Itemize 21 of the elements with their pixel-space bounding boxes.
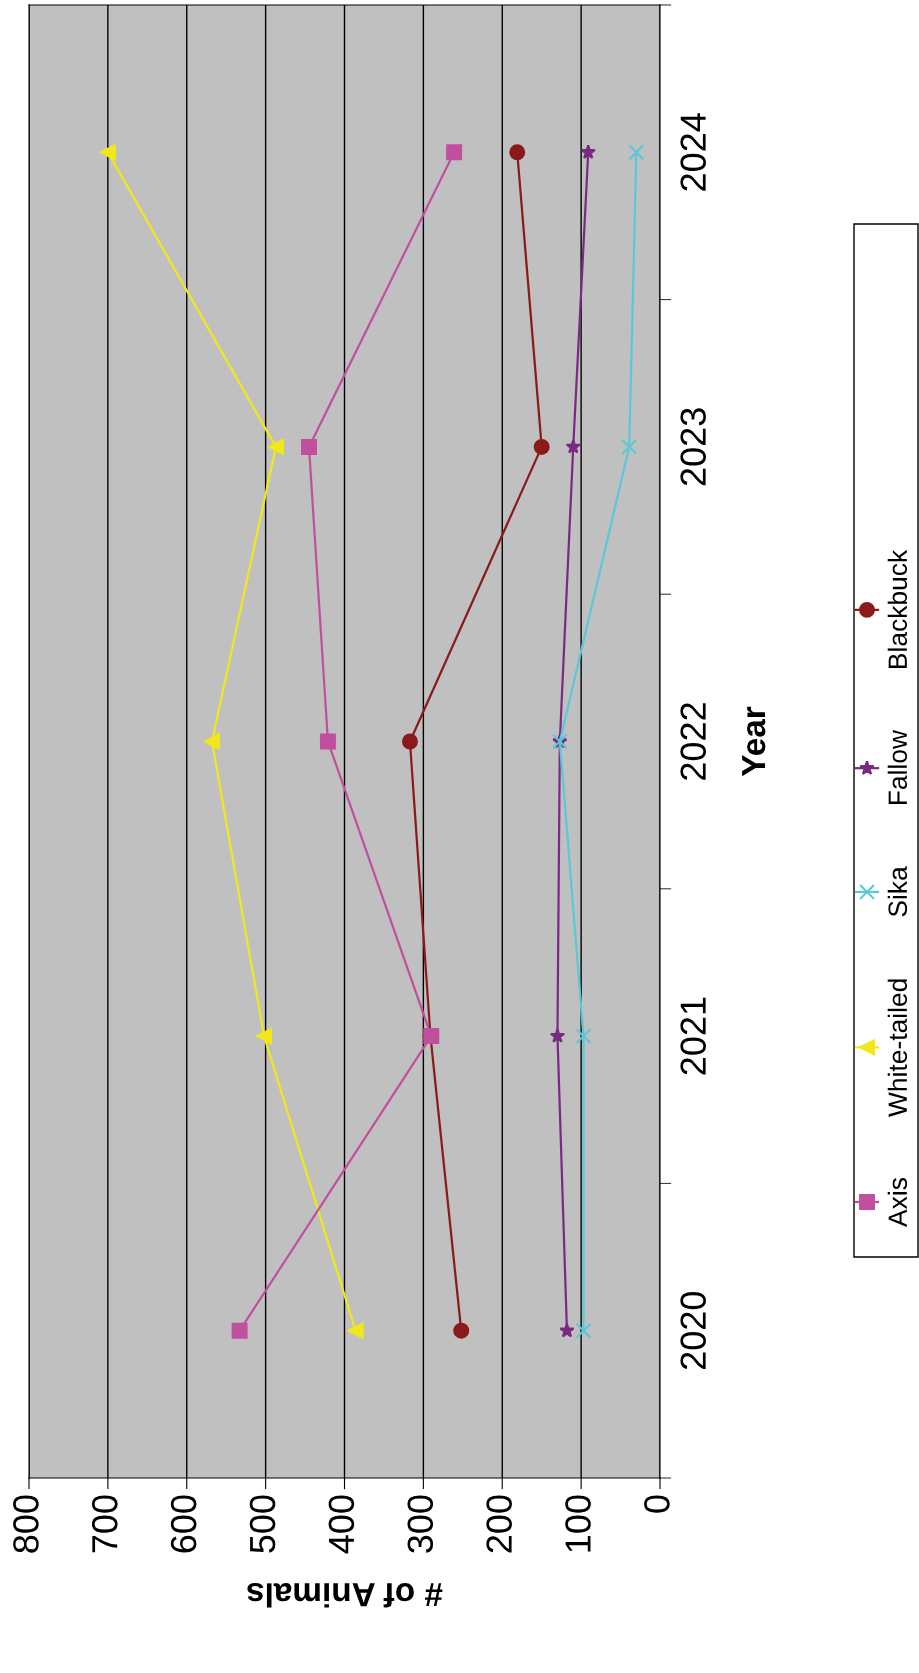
x-tick-label: 100 xyxy=(565,1495,591,1552)
y-tick-label: 2020 xyxy=(680,1291,706,1370)
legend-label: Fallow xyxy=(887,729,908,805)
y-tick-label: 2022 xyxy=(680,703,706,780)
legend-label: Sika xyxy=(887,866,908,917)
y-tick-label: 2021 xyxy=(680,997,706,1075)
x-tick-label: 800 xyxy=(13,1495,39,1553)
x-tick-label: 500 xyxy=(249,1495,276,1553)
legend-label: Axis xyxy=(887,1178,908,1227)
legend-label: Blackbuck xyxy=(887,549,908,668)
x-tick-label: 300 xyxy=(407,1495,434,1553)
x-tick-label: 200 xyxy=(486,1495,512,1553)
x-tick-label: 600 xyxy=(170,1495,197,1553)
y-tick-label: 2024 xyxy=(680,113,706,191)
x-axis-title: # of Animals xyxy=(247,1583,443,1608)
legend-label: White-tailed xyxy=(887,979,908,1117)
y-axis-title: Year xyxy=(742,706,766,777)
x-tick-label: 400 xyxy=(328,1495,355,1554)
x-tick-label: 0 xyxy=(644,1495,670,1513)
y-tick-label: 2023 xyxy=(680,408,706,486)
x-tick-label: 700 xyxy=(92,1495,118,1553)
